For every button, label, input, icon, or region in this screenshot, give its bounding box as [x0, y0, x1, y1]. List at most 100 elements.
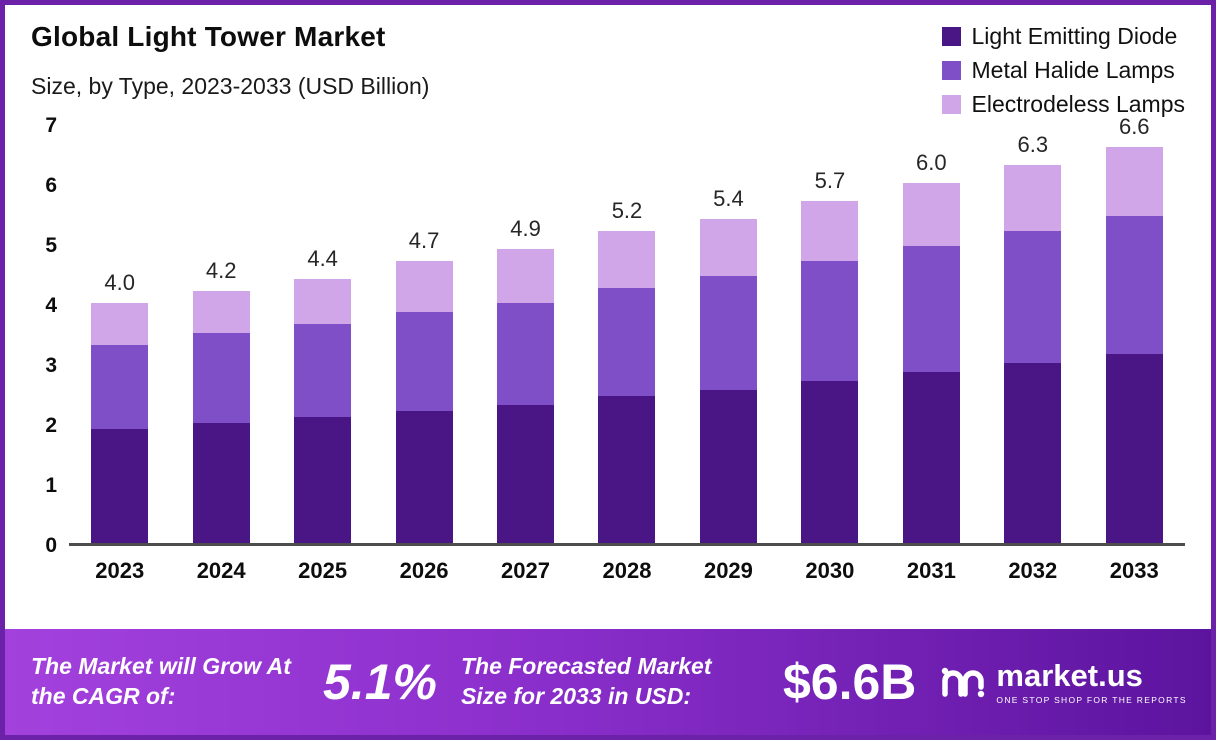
- bars-plot: 4.0 4.2 4.4 4.7 4.9 5.2 5.4 5.7 6.0 6.3 6.6: [69, 114, 1185, 546]
- bar-2032: 6.3: [1004, 132, 1062, 543]
- bar-2031: 6.0: [902, 150, 960, 543]
- brand-tagline: One Stop Shop For The Reports: [996, 694, 1187, 705]
- legend-label: Light Emitting Diode: [971, 23, 1178, 49]
- segment-electrodeless-lamps: [699, 219, 757, 276]
- forecast-label: The Forecasted Market Size for 2033 in U…: [460, 653, 712, 709]
- segment-light-emitting-diode: [497, 405, 555, 543]
- y-tick-label: 2: [45, 414, 57, 437]
- segment-metal-halide-lamps: [699, 276, 757, 390]
- forecast-value: $6.6B: [782, 654, 917, 710]
- bar-2023: 4.0: [91, 270, 149, 543]
- cagr-label: The Market will Grow At the CAGR of:: [31, 653, 291, 709]
- segment-light-emitting-diode: [294, 417, 352, 543]
- plot-area: 4.0 4.2 4.4 4.7 4.9 5.2 5.4 5.7 6.0 6.3 6.6 2023 20…: [69, 114, 1185, 584]
- bar-total-label: 4.9: [510, 216, 541, 241]
- segment-metal-halide-lamps: [1105, 216, 1163, 354]
- segment-light-emitting-diode: [1004, 363, 1062, 543]
- chart-subtitle: Size, by Type, 2023-2033 (USD Billion): [31, 73, 430, 99]
- bar-2025: 4.4: [294, 246, 352, 543]
- x-axis-label: 2031: [906, 558, 956, 583]
- y-tick-label: 6: [45, 174, 57, 197]
- bar-2030: 5.7: [801, 168, 859, 543]
- stacked-bar-chart: 0 1 2 3 4 5 6 7 4.0 4.2 4.4 4.7 4.9 5.2 5.4 5.7 6.0 6.3 6…: [5, 114, 1211, 584]
- brand-text: market.us One Stop Shop For The Reports: [996, 660, 1186, 705]
- marketus-logo-icon: [940, 661, 986, 704]
- footer-banner: The Market will Grow At the CAGR of: 5.1…: [5, 629, 1211, 735]
- chart-title: Global Light Tower Market: [31, 21, 386, 52]
- segment-light-emitting-diode: [395, 411, 453, 543]
- bar-2027: 4.9: [497, 216, 555, 543]
- bar-total-label: 5.2: [611, 198, 643, 223]
- y-tick-label: 3: [45, 354, 57, 377]
- y-tick-label: 1: [45, 474, 57, 497]
- bar-2028: 5.2: [598, 198, 656, 543]
- legend-swatch: [941, 95, 961, 114]
- x-axis-label: 2029: [703, 558, 753, 583]
- bar-total-label: 6.0: [916, 150, 947, 175]
- bar-2029: 5.4: [699, 186, 757, 543]
- x-axis-label: 2023: [95, 558, 145, 583]
- segment-metal-halide-lamps: [497, 303, 555, 405]
- legend-label: Electrodeless Lamps: [971, 91, 1186, 117]
- segment-electrodeless-lamps: [598, 231, 656, 288]
- chart-legend: Light Emitting Diode Metal Halide Lamps El…: [941, 21, 1186, 118]
- chart-header: Global Light Tower Market Size, by Type,…: [5, 5, 1211, 118]
- y-tick-label: 7: [45, 114, 57, 137]
- cagr-value: 5.1%: [323, 654, 437, 710]
- segment-electrodeless-lamps: [192, 291, 250, 333]
- y-tick-label: 0: [45, 534, 57, 557]
- segment-metal-halide-lamps: [395, 312, 453, 411]
- segment-electrodeless-lamps: [801, 201, 859, 261]
- x-axis-label: 2025: [298, 558, 348, 583]
- x-axis: 2023 2024 2025 2026 2027 2028 2029 2030 2031 2032…: [69, 558, 1185, 584]
- bar-total-label: 5.4: [713, 186, 744, 211]
- segment-light-emitting-diode: [598, 396, 656, 543]
- bar-total-label: 5.7: [814, 168, 846, 193]
- segment-electrodeless-lamps: [91, 303, 149, 345]
- bar-total-label: 4.0: [104, 270, 136, 295]
- segment-metal-halide-lamps: [294, 324, 352, 417]
- segment-electrodeless-lamps: [294, 279, 352, 324]
- y-tick-label: 5: [45, 234, 57, 257]
- bar-total-label: 4.2: [205, 258, 237, 283]
- brand-name: market.us: [996, 657, 1143, 693]
- segment-metal-halide-lamps: [192, 333, 250, 423]
- segment-light-emitting-diode: [699, 390, 757, 543]
- x-axis-label: 2024: [196, 558, 246, 583]
- segment-light-emitting-diode: [192, 423, 250, 543]
- segment-light-emitting-diode: [91, 429, 149, 543]
- segment-electrodeless-lamps: [1105, 147, 1163, 216]
- bar-2026: 4.7: [395, 228, 453, 543]
- x-axis-label: 2033: [1109, 558, 1159, 583]
- legend-label: Metal Halide Lamps: [971, 57, 1175, 83]
- bar-2024: 4.2: [192, 258, 250, 543]
- x-axis-label: 2028: [602, 558, 652, 583]
- segment-electrodeless-lamps: [902, 183, 960, 246]
- x-axis-label: 2027: [501, 558, 550, 583]
- bar-2033: 6.6: [1105, 114, 1163, 543]
- segment-light-emitting-diode: [1105, 354, 1163, 543]
- segment-electrodeless-lamps: [395, 261, 453, 312]
- segment-metal-halide-lamps: [1004, 231, 1062, 363]
- y-axis: 0 1 2 3 4 5 6 7: [21, 115, 69, 557]
- legend-swatch: [941, 27, 961, 46]
- x-axis-label: 2030: [805, 558, 855, 583]
- bar-total-label: 6.6: [1118, 114, 1150, 139]
- segment-metal-halide-lamps: [801, 261, 859, 381]
- y-tick-label: 4: [45, 294, 57, 317]
- segment-electrodeless-lamps: [497, 249, 555, 303]
- segment-metal-halide-lamps: [902, 246, 960, 372]
- segment-electrodeless-lamps: [1004, 165, 1062, 231]
- x-axis-label: 2026: [399, 558, 449, 583]
- segment-metal-halide-lamps: [598, 288, 656, 396]
- segment-metal-halide-lamps: [91, 345, 149, 429]
- legend-item: Electrodeless Lamps: [941, 91, 1186, 118]
- x-axis-label: 2032: [1008, 558, 1058, 583]
- legend-item: Metal Halide Lamps: [941, 57, 1186, 84]
- bar-total-label: 6.3: [1017, 132, 1049, 157]
- brand-lockup: market.us One Stop Shop For The Reports: [940, 660, 1186, 705]
- segment-light-emitting-diode: [801, 381, 859, 543]
- segment-light-emitting-diode: [902, 372, 960, 543]
- bar-total-label: 4.4: [307, 246, 338, 271]
